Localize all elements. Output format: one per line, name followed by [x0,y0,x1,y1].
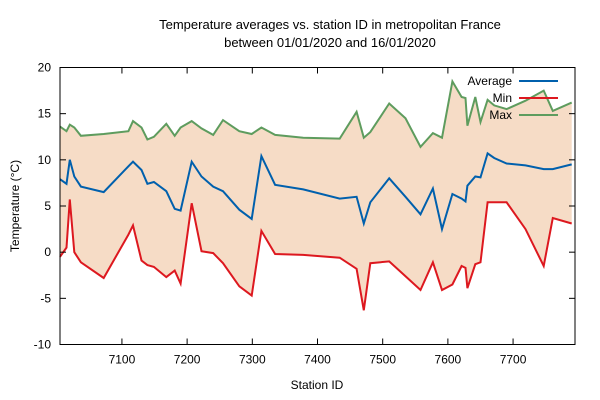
y-tick-label: 20 [38,61,52,75]
plot-frame [59,67,576,345]
chart-title-line1: Temperature averages vs. station ID in m… [159,17,501,32]
legend-label-max: Max [489,108,512,122]
y-tick-label: 15 [38,107,52,121]
legend-label-min: Min [493,91,512,105]
y-tick-label: 0 [44,245,51,259]
chart-title-line2: between 01/01/2020 and 16/01/2020 [224,35,436,50]
legend-label-average: Average [468,74,513,88]
min-max-band-layer [60,81,572,311]
min-max-band [60,81,572,311]
x-tick-label: 7100 [109,353,136,367]
tick-layer [60,67,575,345]
series-layer [59,78,573,311]
x-tick-labels: 7100 7200 7300 7400 7500 7600 7700 [109,353,527,367]
x-axis-label: Station ID [291,378,344,392]
y-tick-label: 10 [38,153,52,167]
x-tick-label: 7600 [435,353,462,367]
y-tick-label: -5 [40,291,51,305]
y-axis-label: Temperature (°C) [8,160,22,252]
x-tick-label: 7700 [500,353,527,367]
y-tick-label: 5 [44,199,51,213]
legend: Average Min Max [468,74,558,122]
series-min-line [59,199,572,311]
x-tick-label: 7500 [369,353,396,367]
y-tick-labels: -10 -5 0 5 10 15 20 [34,61,52,352]
series-max-line [59,78,573,149]
y-tick-label: -10 [34,338,52,352]
series-average-line [59,151,572,234]
x-tick-label: 7200 [174,353,201,367]
x-tick-label: 7400 [304,353,331,367]
x-tick-label: 7300 [239,353,266,367]
